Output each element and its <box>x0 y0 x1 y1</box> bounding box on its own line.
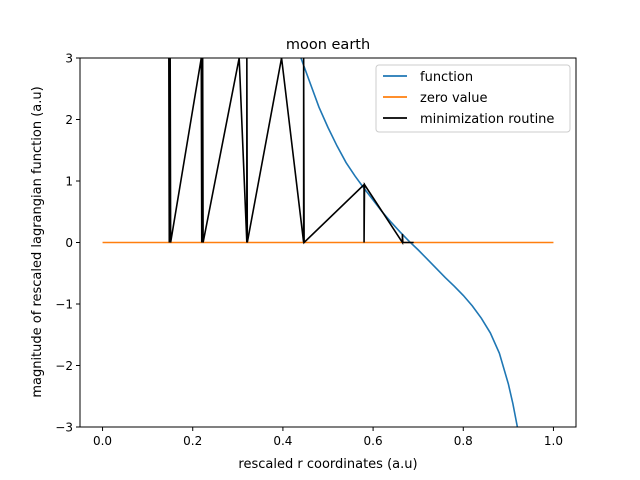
x-axis-label: rescaled r coordinates (a.u) <box>238 457 417 472</box>
y-tick-label: 2 <box>65 113 73 127</box>
x-tick-label: 0.4 <box>273 434 292 448</box>
y-tick-label: 1 <box>65 175 73 189</box>
legend-label-minimization-routine: minimization routine <box>420 112 554 127</box>
series-line-function <box>300 58 519 427</box>
x-tick-label: 0.8 <box>454 434 473 448</box>
y-tick-label: −3 <box>55 421 73 435</box>
y-tick-label: −1 <box>55 298 73 312</box>
y-tick-label: 3 <box>65 52 73 66</box>
x-axis-ticks: 0.0 0.2 0.4 0.6 0.8 1.0 <box>93 427 563 448</box>
y-axis-ticks: −3 −2 −1 0 1 2 3 <box>55 52 80 435</box>
x-tick-label: 0.2 <box>183 434 202 448</box>
x-tick-label: 1.0 <box>544 434 563 448</box>
legend: function zero value minimization routine <box>375 64 571 133</box>
x-tick-label: 0.0 <box>93 434 112 448</box>
plot-area <box>102 58 554 427</box>
y-tick-label: 0 <box>65 236 73 250</box>
y-axis-label: magnitude of rescaled lagrangian functio… <box>30 86 45 397</box>
chart-title: moon earth <box>286 37 370 53</box>
legend-box <box>375 64 571 133</box>
y-tick-label: −2 <box>55 359 73 373</box>
x-tick-label: 0.6 <box>364 434 383 448</box>
series-line-minimization-routine <box>168 58 414 246</box>
legend-label-zero-value: zero value <box>420 91 487 106</box>
legend-label-function: function <box>420 70 473 85</box>
